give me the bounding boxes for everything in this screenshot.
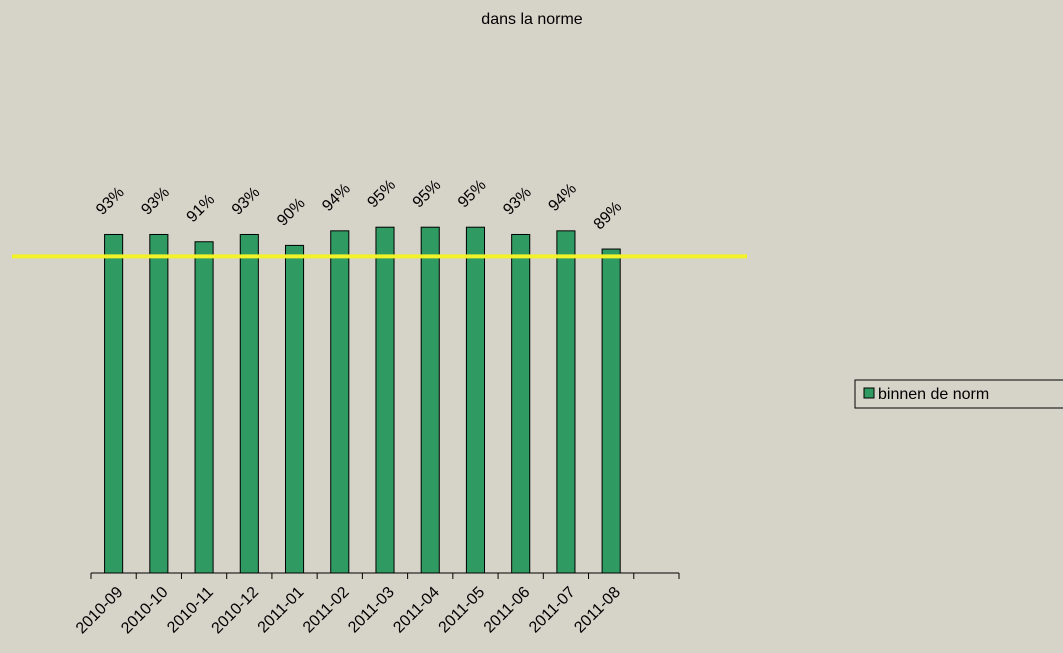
bar bbox=[284, 244, 305, 574]
data-label: 91% bbox=[184, 191, 219, 226]
data-label: 95% bbox=[410, 177, 445, 212]
bar bbox=[104, 233, 124, 574]
x-tick-label: 2011-01 bbox=[255, 584, 308, 637]
bar bbox=[239, 233, 259, 574]
x-tick-label: 2010-09 bbox=[73, 584, 127, 638]
x-tick-label: 2010-11 bbox=[164, 584, 217, 637]
x-tick-label: 2011-04 bbox=[390, 584, 443, 637]
data-label: 89% bbox=[591, 199, 626, 234]
x-tick-label: 2011-02 bbox=[300, 584, 353, 637]
bar bbox=[375, 226, 395, 574]
data-label: 95% bbox=[455, 177, 490, 212]
bar bbox=[149, 233, 169, 574]
legend-box bbox=[854, 379, 1063, 409]
bar bbox=[601, 248, 621, 574]
bar bbox=[465, 226, 486, 574]
x-tick-label: 2011-06 bbox=[481, 584, 534, 637]
chart-title: dans la norme bbox=[481, 11, 582, 28]
data-label: 93% bbox=[500, 184, 535, 219]
x-tick-label: 2011-05 bbox=[436, 584, 489, 637]
data-label: 95% bbox=[364, 177, 399, 212]
data-label: 94% bbox=[319, 180, 354, 215]
x-tick-label: 2011-08 bbox=[571, 584, 624, 637]
legend-label: binnen de norm bbox=[878, 386, 989, 403]
x-tick-label: 2010-10 bbox=[118, 584, 172, 638]
x-tick-label: 2010-12 bbox=[209, 584, 263, 638]
data-label: 94% bbox=[545, 180, 580, 215]
data-label: 90% bbox=[274, 195, 309, 230]
bar bbox=[511, 233, 531, 574]
data-label: 93% bbox=[138, 184, 173, 219]
x-tick-label: 2011-03 bbox=[345, 584, 398, 637]
data-label: 93% bbox=[93, 184, 128, 219]
x-tick-label: 2011-07 bbox=[526, 584, 579, 637]
bar bbox=[556, 230, 576, 574]
bar bbox=[330, 230, 350, 574]
bar bbox=[420, 226, 440, 574]
data-label: 93% bbox=[229, 184, 264, 219]
legend-swatch bbox=[863, 387, 875, 399]
bar bbox=[194, 241, 214, 574]
